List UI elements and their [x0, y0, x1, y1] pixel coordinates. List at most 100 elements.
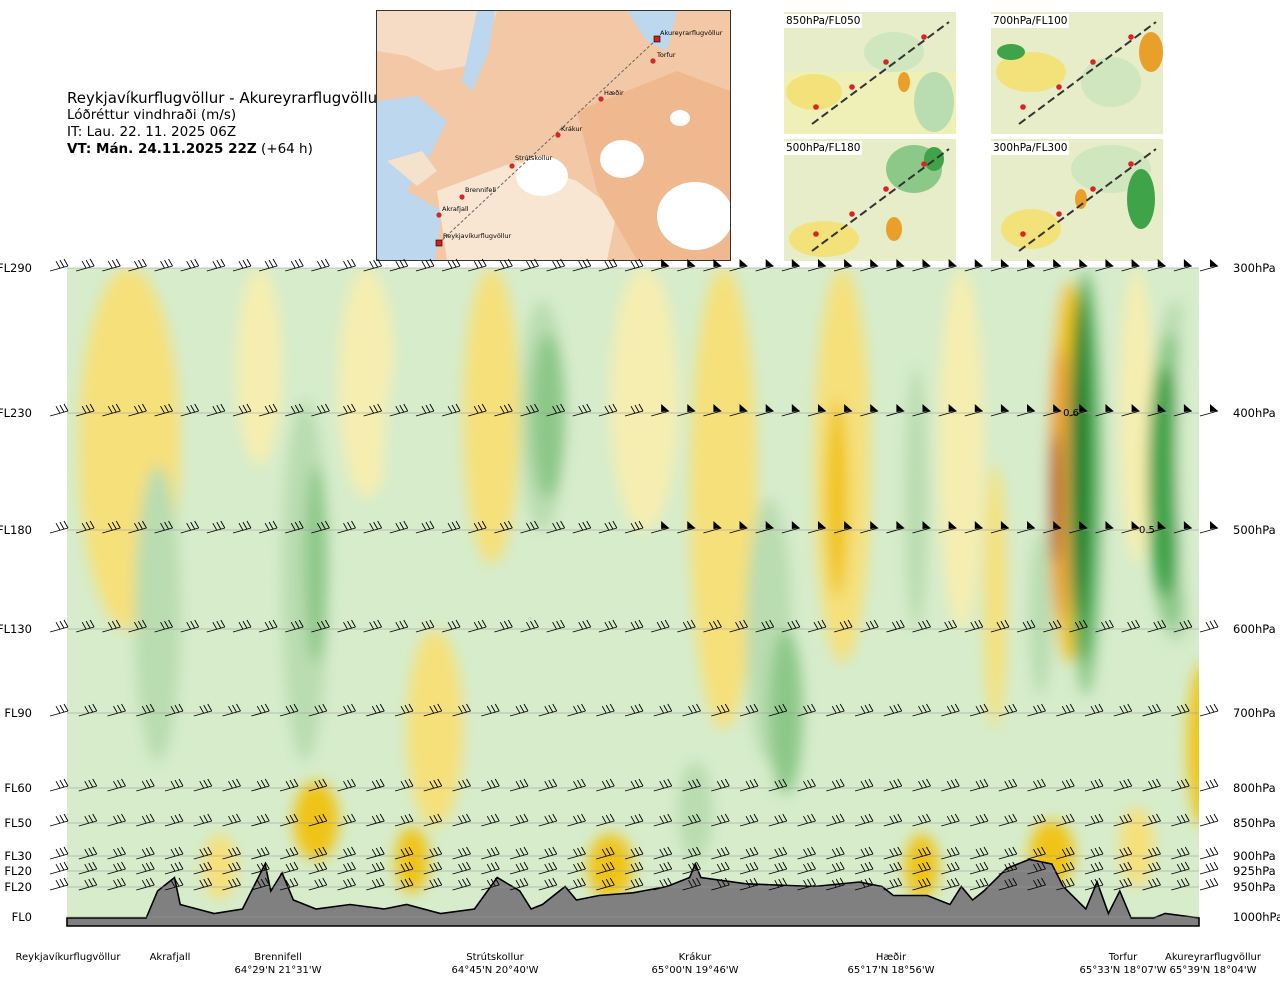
wind-barb-feather	[115, 619, 121, 628]
wind-barb-flag	[1000, 404, 1009, 412]
wind-barb	[222, 853, 241, 860]
wind-barb-feather	[560, 619, 565, 628]
thumbnail-850hpa[interactable]: 850hPa/FL050	[784, 12, 956, 134]
wind-barb	[337, 884, 356, 891]
thumbnail-300hpa[interactable]: 300hPa/FL300	[991, 139, 1163, 261]
wind-barb-feather	[178, 778, 184, 787]
thumbnail-700hpa[interactable]: 700hPa/FL100	[991, 12, 1163, 134]
wind-barb-feather	[55, 260, 61, 269]
wind-barb	[781, 527, 800, 534]
wind-barb-flag	[1157, 521, 1166, 529]
wind-barb-feather	[743, 619, 748, 628]
wind-barb-feather	[294, 521, 300, 530]
wind-barb-feather	[264, 877, 270, 886]
wind-barb	[509, 884, 529, 891]
wind-barb-feather	[320, 521, 326, 530]
wind-barb	[941, 820, 960, 827]
wind-barb-feather	[950, 814, 956, 823]
wind-barb	[1171, 710, 1190, 717]
wind-barb-feather	[433, 847, 439, 856]
wind-barb	[711, 785, 730, 792]
wind-barb-feather	[889, 848, 895, 857]
wind-barb-feather	[272, 619, 278, 628]
wind-barb	[797, 853, 816, 860]
wind-barb-feather	[807, 878, 812, 887]
wind-barb-feather	[581, 861, 586, 870]
wind-barb-feather	[1037, 862, 1042, 871]
wind-barb-feather	[314, 879, 320, 888]
wind-barb-feather	[425, 620, 431, 629]
wind-barb-feather	[59, 847, 65, 856]
wind-barb	[49, 853, 69, 860]
wind-barb-feather	[494, 846, 500, 855]
wind-barb	[251, 868, 270, 875]
wind-barb-feather	[260, 847, 266, 856]
wind-barb	[567, 710, 586, 717]
wind-barb-feather	[515, 780, 521, 789]
wind-barb	[998, 785, 1017, 792]
wind-barb-feather	[316, 405, 322, 414]
wind-barb	[682, 710, 701, 717]
wind-barb	[128, 527, 147, 534]
wind-barb	[258, 265, 278, 272]
wind-barb	[366, 710, 385, 717]
wind-barb-feather	[63, 813, 69, 822]
wind-barb-feather	[351, 520, 356, 529]
wind-barb-feather	[92, 813, 98, 822]
wind-barb-feather	[688, 879, 693, 888]
wind-barb-feather	[515, 815, 521, 824]
wind-barb-feather	[1205, 815, 1211, 824]
wind-barb-feather	[88, 847, 94, 856]
wind-barb	[807, 265, 827, 272]
wind-barb	[1199, 785, 1219, 792]
wind-barb	[423, 785, 442, 792]
wind-barb-feather	[55, 780, 61, 789]
wind-barb-feather	[134, 260, 139, 269]
wind-barb-feather	[897, 703, 903, 712]
wind-barb-feather	[692, 862, 697, 871]
wind-barb-feather	[891, 621, 897, 630]
wind-barb-feather	[437, 877, 443, 886]
wind-barb-feather	[477, 259, 483, 268]
wind-barb-feather	[1148, 879, 1153, 888]
wind-barb	[883, 785, 902, 792]
wind-barb-feather	[107, 522, 113, 531]
wind-barb-feather	[778, 847, 784, 856]
wind-barb-feather	[831, 848, 837, 857]
wind-barb-feather	[207, 703, 213, 712]
variable-label: Lóðréttur vindhraði (m/s)	[67, 107, 237, 123]
wind-barb	[366, 820, 385, 827]
wind-barb-feather	[534, 520, 539, 529]
wind-barb-feather	[515, 705, 521, 714]
wind-barb	[682, 785, 701, 792]
wind-barb	[567, 820, 586, 827]
wind-barb-feather	[1123, 878, 1129, 887]
wind-barb	[860, 626, 879, 633]
wind-barb	[389, 527, 408, 534]
wind-barb-feather	[696, 861, 701, 870]
wind-barb-feather	[170, 879, 176, 888]
wind-barb	[826, 710, 845, 717]
wind-barb-feather	[142, 619, 147, 628]
wind-barb-feather	[256, 705, 262, 714]
thumbnail-500hpa[interactable]: 500hPa/FL180	[784, 139, 956, 261]
wind-barb-feather	[285, 879, 291, 888]
wind-barb	[1113, 853, 1132, 860]
wind-barb-feather	[835, 814, 841, 823]
wind-barb	[739, 884, 759, 891]
wind-barb	[423, 820, 442, 827]
wind-barb-feather	[548, 704, 554, 713]
wind-barb-feather	[400, 815, 406, 824]
wind-barb-feather	[946, 705, 952, 714]
wind-barb-feather	[1037, 814, 1042, 823]
wind-barb-feather	[437, 861, 443, 870]
wind-barb-feather	[1152, 814, 1157, 823]
wind-barb-feather	[682, 621, 688, 630]
wind-barb	[854, 785, 874, 792]
wind-barb	[389, 626, 408, 633]
wind-barb-feather	[92, 778, 98, 787]
wind-barb	[538, 868, 557, 875]
wind-barb-feather	[293, 778, 299, 787]
wind-barb	[308, 820, 327, 827]
wind-barb-feather	[466, 846, 471, 855]
